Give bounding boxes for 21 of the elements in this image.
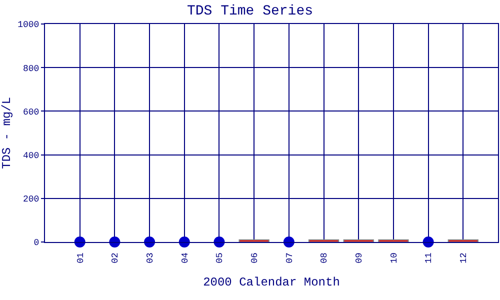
y-tick-label: 600 <box>22 107 40 118</box>
x-tick-label: 07 <box>284 252 295 264</box>
y-tick-label: 200 <box>22 194 40 205</box>
x-tick-label: 05 <box>215 252 226 264</box>
x-tick-label: 02 <box>110 252 121 264</box>
x-tick-label: 04 <box>180 252 190 264</box>
y-tick-label: 800 <box>22 64 40 74</box>
x-tick-label: 11 <box>424 252 434 264</box>
x-tick-label: 12 <box>459 252 470 264</box>
x-tick-label: 10 <box>389 252 400 264</box>
y-axis-title: TDS - mg/L <box>0 96 14 170</box>
y-tick-label: 400 <box>22 150 40 161</box>
x-tick-label: 08 <box>320 252 330 264</box>
x-tick-label: 01 <box>76 252 86 264</box>
y-tick-label: 1000 <box>18 20 40 30</box>
x-axis-title: 2000 Calendar Month <box>203 275 340 290</box>
x-tick-label: 09 <box>354 252 365 264</box>
x-tick-label: 03 <box>145 252 156 264</box>
chart-title: TDS Time Series <box>186 3 314 20</box>
y-tick-label: 0 <box>34 238 40 248</box>
x-tick-label: 06 <box>250 252 260 264</box>
